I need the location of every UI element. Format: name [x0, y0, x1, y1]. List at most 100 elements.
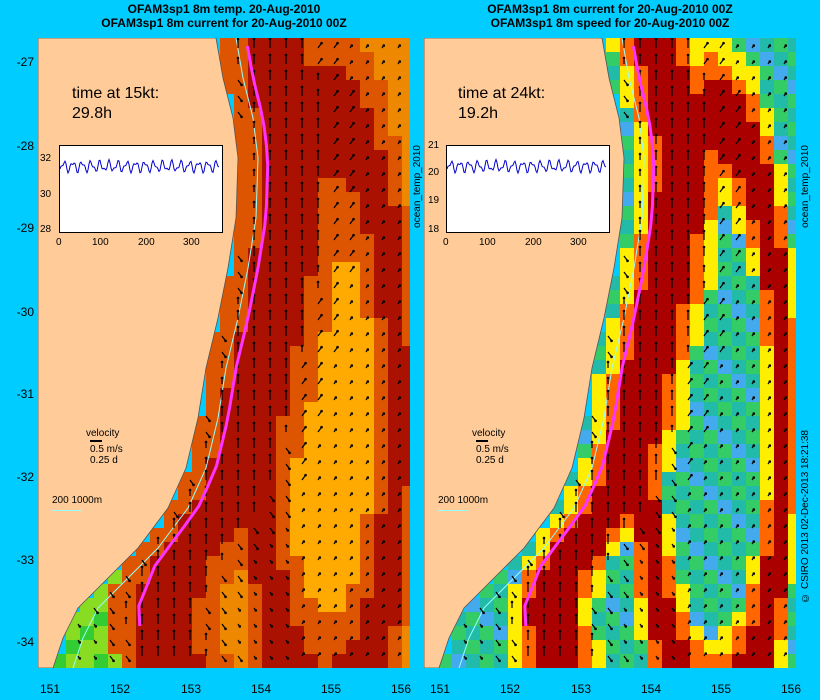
current-arrow-head	[366, 460, 370, 463]
map-cell	[290, 444, 304, 458]
current-arrow-head	[382, 316, 386, 319]
current-arrow-head	[590, 501, 594, 505]
map-cell	[304, 654, 318, 668]
map-cell	[220, 458, 234, 472]
current-arrow-head	[654, 229, 658, 233]
map-cell	[508, 612, 522, 626]
current-arrow-head	[204, 469, 208, 473]
map-cell	[606, 612, 620, 626]
map-cell	[690, 570, 704, 584]
map-cell	[248, 234, 262, 248]
right-inset-ytick-20: 20	[428, 167, 440, 178]
map-cell	[136, 626, 150, 640]
right-time-value: 19.2h	[458, 105, 499, 122]
map-cell	[290, 402, 304, 416]
map-cell	[304, 150, 318, 164]
current-arrow-head	[208, 435, 211, 439]
current-arrow-head	[670, 133, 674, 137]
current-arrow-head	[514, 579, 517, 583]
map-cell	[234, 206, 248, 220]
current-arrow-head	[702, 197, 706, 201]
current-arrow-head	[366, 220, 370, 223]
map-cell	[248, 150, 262, 164]
current-arrow-head	[784, 284, 788, 287]
current-arrow-head	[140, 581, 144, 585]
map-cell	[676, 122, 690, 136]
map-cell	[318, 430, 332, 444]
map-cell	[276, 318, 290, 332]
map-cell	[648, 654, 662, 668]
current-arrow-head	[318, 508, 322, 511]
map-cell	[388, 136, 402, 150]
map-cell	[662, 304, 676, 318]
map-cell	[648, 38, 662, 52]
current-arrow-head	[382, 508, 386, 511]
map-cell	[318, 220, 332, 234]
current-arrow-head	[352, 137, 355, 141]
map-cell	[346, 416, 360, 430]
current-arrow-head	[300, 149, 304, 153]
current-arrow-head	[722, 185, 725, 189]
current-arrow-head	[304, 361, 307, 365]
current-arrow-head	[736, 588, 740, 591]
map-cell	[206, 528, 220, 542]
current-arrow-head	[272, 499, 275, 503]
map-cell	[676, 38, 690, 52]
current-arrow-head	[252, 245, 256, 249]
current-arrow-head	[574, 501, 578, 505]
map-cell	[388, 206, 402, 220]
map-cell	[662, 178, 676, 192]
map-cell	[360, 304, 374, 318]
map-cell	[592, 388, 606, 402]
map-cell	[290, 276, 304, 290]
map-cell	[318, 374, 332, 388]
current-arrow-head	[284, 53, 288, 57]
map-cell	[550, 640, 564, 654]
map-cell	[676, 192, 690, 206]
current-arrow-head	[192, 483, 195, 487]
map-cell	[318, 38, 332, 52]
map-cell	[774, 304, 788, 318]
current-arrow-head	[382, 444, 386, 447]
map-cell	[564, 486, 578, 500]
current-arrow-head	[654, 213, 658, 217]
map-cell	[592, 584, 606, 598]
map-cell	[718, 626, 732, 640]
map-cell	[760, 304, 774, 318]
current-arrow-head	[252, 38, 256, 41]
map-cell	[704, 584, 718, 598]
map-cell	[318, 248, 332, 262]
current-arrow-head	[128, 659, 131, 663]
current-arrow-head	[352, 201, 355, 205]
map-cell	[606, 332, 620, 346]
map-cell	[374, 584, 388, 598]
current-arrow-head	[654, 341, 658, 345]
current-arrow-head	[784, 572, 788, 575]
current-arrow-head	[382, 92, 386, 95]
left-map-svg	[38, 38, 410, 668]
map-cell	[290, 416, 304, 430]
current-arrow-head	[366, 316, 370, 319]
map-cell	[374, 234, 388, 248]
current-arrow-head	[464, 657, 468, 660]
map-cell	[122, 612, 136, 626]
current-arrow-head	[752, 268, 756, 271]
current-arrow-head	[366, 508, 370, 511]
map-cell	[774, 80, 788, 94]
map-cell	[788, 136, 796, 150]
current-arrow-head	[720, 476, 724, 479]
map-cell	[690, 514, 704, 528]
map-cell	[276, 556, 290, 570]
current-arrow-head	[336, 73, 339, 77]
map-cell	[360, 234, 374, 248]
current-arrow-head	[286, 625, 290, 628]
current-arrow-head	[670, 229, 674, 233]
current-arrow-head	[784, 588, 788, 591]
map-cell	[220, 304, 234, 318]
current-arrow-head	[656, 625, 660, 628]
current-arrow-head	[784, 444, 788, 447]
current-arrow-head	[638, 261, 642, 265]
map-cell	[620, 486, 634, 500]
current-arrow-head	[498, 611, 501, 615]
current-arrow-head	[204, 501, 208, 505]
